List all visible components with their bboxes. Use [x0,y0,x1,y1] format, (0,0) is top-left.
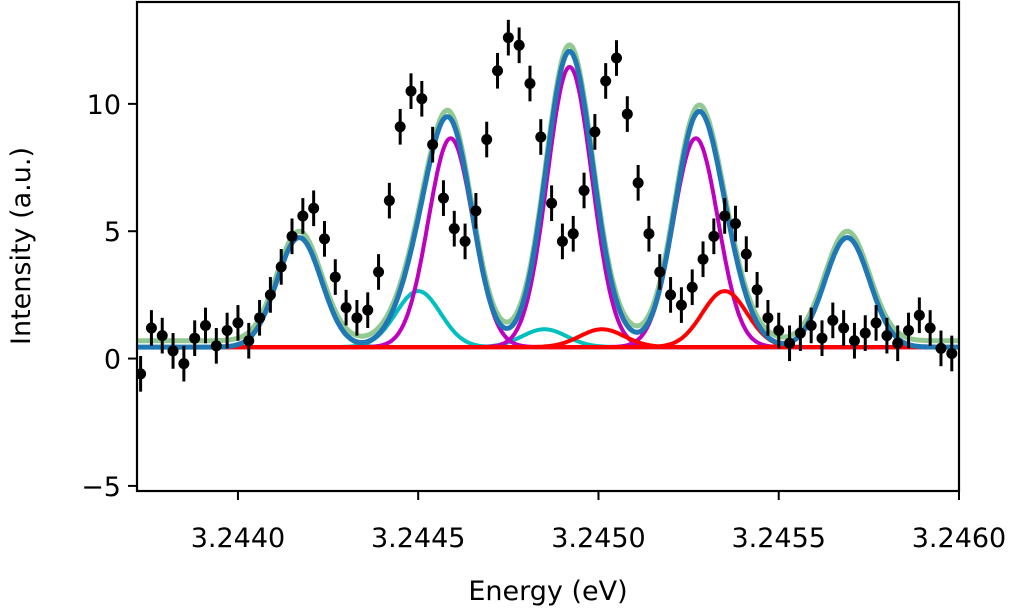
data-point [881,330,893,342]
x-tick-label: 3.2440 [191,523,285,554]
data-point [740,248,752,260]
data-point [492,65,504,77]
data-point [210,340,222,352]
data-point [859,327,871,339]
data-point [156,330,168,342]
data-point [611,52,622,64]
data-point [513,39,525,51]
data-point [675,299,687,311]
data-point [848,335,860,347]
data-point [535,131,547,143]
data-point [329,271,341,283]
data-point [589,126,601,138]
data-point [556,235,568,247]
y-axis: −5 0 5 10 Intensity (a.u.) [6,90,137,503]
y-axis-label: Intensity (a.u.) [6,147,37,345]
data-point [567,228,579,240]
data-point [394,121,406,133]
data-point [654,266,666,278]
data-point [719,210,731,222]
data-point [924,322,936,334]
data-point [264,289,276,301]
data-point [892,337,904,349]
data-point [351,312,363,324]
y-tick-label: −5 [81,472,121,503]
data-point [448,223,460,235]
x-tick-label: 3.2455 [731,523,825,554]
data-point [318,233,330,245]
data-point [459,235,471,247]
data-point [762,312,774,324]
fit-curves [137,42,959,350]
data-point [794,327,806,339]
data-point [308,202,320,214]
data-point [405,85,417,97]
data-point [232,317,244,329]
data-point [383,195,395,207]
data-point [600,75,612,87]
data-point [805,319,817,331]
data-point [946,347,958,359]
x-axis-label: Energy (eV) [468,576,627,607]
y-tick-label: 0 [104,345,121,376]
data-point [838,322,850,334]
data-point [340,302,352,314]
data-point [200,319,211,331]
data-point [870,317,882,329]
data-point [427,139,439,151]
data-point [524,78,536,89]
data-points [137,19,958,392]
x-axis: 3.2440 3.2445 3.2450 3.2455 3.2460 Energy (e… [191,491,1006,607]
data-point [697,253,709,265]
y-tick-label: 5 [104,217,121,248]
data-point [621,108,633,120]
data-point [784,337,796,349]
total-fit-line [137,48,959,350]
data-point [221,325,233,337]
plot-area [135,0,961,493]
y-ticks: −5 0 5 10 [81,90,137,503]
data-point [145,322,157,334]
data-point [546,197,558,209]
data-point [643,228,655,240]
x-tick-label: 3.2450 [551,523,645,554]
data-point [416,93,428,105]
data-point [481,134,493,146]
data-point [243,335,255,347]
data-point [686,281,698,293]
data-point [751,284,763,296]
data-point [137,368,147,380]
data-point [708,230,720,242]
data-point [665,289,677,301]
x-tick-label: 3.2460 [912,523,1006,554]
data-point [254,312,266,324]
data-point [935,342,947,354]
x-ticks: 3.2440 3.2445 3.2450 3.2455 3.2460 [191,491,1006,554]
data-point [903,325,915,337]
y-tick-label: 10 [87,90,121,121]
data-point [632,177,644,189]
data-point [275,261,287,273]
data-point [189,332,201,344]
x-tick-label: 3.2445 [371,523,465,554]
data-point [362,304,374,316]
data-point [167,345,179,357]
data-point [578,184,590,196]
data-point [470,205,482,217]
data-point [729,218,741,230]
data-point [502,32,514,44]
data-point [437,192,449,204]
data-point [773,325,785,337]
data-point [827,314,839,326]
data-point [286,230,298,242]
data-point [913,309,925,321]
fit-envelope-line [137,42,959,344]
data-point [297,210,309,222]
data-point [816,332,828,344]
plot-frame [135,0,961,493]
data-point [373,266,385,278]
data-point [178,358,190,370]
